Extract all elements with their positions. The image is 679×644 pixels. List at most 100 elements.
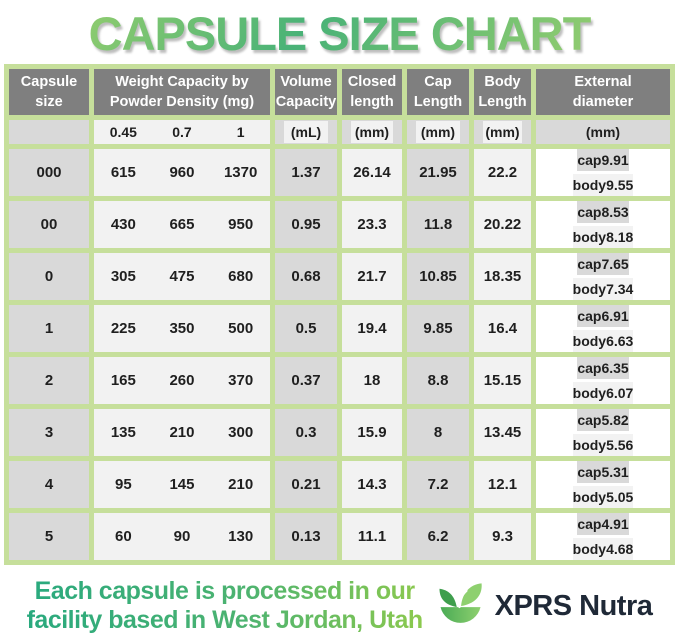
unit-cell-cap: (mm) bbox=[407, 120, 469, 144]
external-body-row: body 6.63 bbox=[572, 330, 634, 352]
external-body-value: 6.07 bbox=[606, 385, 634, 401]
cell-cap-length: 21.95 bbox=[407, 149, 469, 196]
header-cap-length: Cap Length bbox=[407, 69, 469, 115]
cell-capsule-size: 000 bbox=[9, 149, 89, 196]
brand-name: XPRS Nutra bbox=[494, 589, 653, 622]
capsule-size-table: Capsule size Weight Capacity by Powder D… bbox=[4, 64, 675, 565]
cell-closed-length: 21.7 bbox=[342, 253, 402, 300]
external-cap-value: 5.31 bbox=[601, 464, 629, 480]
external-body-value: 4.68 bbox=[606, 541, 634, 557]
external-cap-label: cap bbox=[577, 516, 602, 532]
external-cap-label: cap bbox=[577, 308, 602, 324]
weight-045: 60 bbox=[114, 528, 132, 545]
weight-1: 300 bbox=[228, 424, 254, 441]
unit-cell-closed: (mm) bbox=[342, 120, 402, 144]
cell-weight-capacities: 95 145 210 bbox=[94, 461, 270, 508]
external-cap-value: 6.35 bbox=[601, 360, 629, 376]
cell-body-length: 9.3 bbox=[474, 513, 531, 560]
footer-caption: Each capsule is processed in our facilit… bbox=[26, 576, 424, 635]
cell-weight-capacities: 615 960 1370 bbox=[94, 149, 270, 196]
cell-cap-length: 8 bbox=[407, 409, 469, 456]
cell-external-diameter: cap 6.91 body 6.63 bbox=[536, 305, 670, 352]
weight-07: 90 bbox=[173, 528, 191, 545]
external-body-value: 7.34 bbox=[606, 281, 634, 297]
header-body-length: Body Length bbox=[474, 69, 531, 115]
weight-1: 370 bbox=[228, 372, 254, 389]
header-capsule-size: Capsule size bbox=[9, 69, 89, 115]
table-row-size-000: 000 615 960 1370 1.37 26.14 21.95 22.2 cap 9.91 bo… bbox=[9, 149, 670, 196]
cell-closed-length: 23.3 bbox=[342, 201, 402, 248]
sprout-in-bowl-icon bbox=[439, 583, 482, 623]
weight-07: 260 bbox=[169, 372, 195, 389]
external-body-value: 6.63 bbox=[606, 333, 634, 349]
cell-weight-capacities: 430 665 950 bbox=[94, 201, 270, 248]
header-weight-capacity: Weight Capacity by Powder Density (mg) bbox=[94, 69, 270, 115]
weight-07: 665 bbox=[169, 216, 195, 233]
external-cap-value: 5.82 bbox=[601, 412, 629, 428]
cell-capsule-size: 1 bbox=[9, 305, 89, 352]
cell-cap-length: 6.2 bbox=[407, 513, 469, 560]
weight-045: 225 bbox=[110, 320, 136, 337]
external-cap-value: 9.91 bbox=[601, 152, 629, 168]
external-cap-row: cap 5.82 bbox=[577, 409, 629, 431]
cell-volume-capacity: 0.5 bbox=[275, 305, 337, 352]
cell-volume-capacity: 0.3 bbox=[275, 409, 337, 456]
cell-weight-capacities: 165 260 370 bbox=[94, 357, 270, 404]
external-cap-row: cap 4.91 bbox=[577, 513, 629, 535]
cell-body-length: 15.15 bbox=[474, 357, 531, 404]
weight-07: 960 bbox=[169, 164, 195, 181]
external-body-label: body bbox=[572, 437, 607, 453]
external-cap-label: cap bbox=[577, 360, 602, 376]
cell-capsule-size: 4 bbox=[9, 461, 89, 508]
cell-volume-capacity: 0.13 bbox=[275, 513, 337, 560]
external-body-label: body bbox=[572, 541, 607, 557]
cell-closed-length: 11.1 bbox=[342, 513, 402, 560]
density-1: 1 bbox=[236, 124, 245, 140]
cell-body-length: 16.4 bbox=[474, 305, 531, 352]
cell-capsule-size: 3 bbox=[9, 409, 89, 456]
weight-1: 680 bbox=[228, 268, 254, 285]
weight-1: 130 bbox=[228, 528, 254, 545]
external-body-label: body bbox=[572, 229, 607, 245]
external-body-value: 5.56 bbox=[606, 437, 634, 453]
cell-volume-capacity: 0.95 bbox=[275, 201, 337, 248]
cell-cap-length: 10.85 bbox=[407, 253, 469, 300]
weight-1: 210 bbox=[228, 476, 254, 493]
page-title: CAPSULE SIZE CHART bbox=[0, 4, 679, 62]
external-cap-label: cap bbox=[577, 464, 602, 480]
cell-cap-length: 9.85 bbox=[407, 305, 469, 352]
weight-07: 475 bbox=[169, 268, 195, 285]
external-body-value: 8.18 bbox=[606, 229, 634, 245]
external-body-label: body bbox=[572, 177, 607, 193]
table-row-size-1: 1 225 350 500 0.5 19.4 9.85 16.4 cap 6.91 body 6.63 bbox=[9, 305, 670, 352]
cell-cap-length: 7.2 bbox=[407, 461, 469, 508]
cell-cap-length: 8.8 bbox=[407, 357, 469, 404]
weight-045: 165 bbox=[110, 372, 136, 389]
weight-045: 135 bbox=[110, 424, 136, 441]
table-row-size-3: 3 135 210 300 0.3 15.9 8 13.45 cap 5.82 body 5.56 bbox=[9, 409, 670, 456]
external-cap-row: cap 5.31 bbox=[577, 461, 629, 483]
table-header-row: Capsule size Weight Capacity by Powder D… bbox=[9, 69, 670, 115]
cell-closed-length: 15.9 bbox=[342, 409, 402, 456]
weight-07: 210 bbox=[169, 424, 195, 441]
external-cap-label: cap bbox=[577, 256, 602, 272]
cell-volume-capacity: 0.37 bbox=[275, 357, 337, 404]
cell-capsule-size: 2 bbox=[9, 357, 89, 404]
cell-capsule-size: 0 bbox=[9, 253, 89, 300]
table-row-size-5: 5 60 90 130 0.13 11.1 6.2 9.3 cap 4.91 body 4.68 bbox=[9, 513, 670, 560]
unit-cell-densities: 0.45 0.7 1 bbox=[94, 120, 270, 144]
cell-closed-length: 26.14 bbox=[342, 149, 402, 196]
table-units-row: 0.45 0.7 1 (mL) (mm) (mm) (mm) (mm) bbox=[9, 120, 670, 144]
external-cap-value: 7.65 bbox=[601, 256, 629, 272]
header-closed-length: Closed length bbox=[342, 69, 402, 115]
weight-07: 350 bbox=[169, 320, 195, 337]
external-body-row: body 7.34 bbox=[572, 278, 634, 300]
weight-1: 1370 bbox=[223, 164, 258, 181]
cell-body-length: 20.22 bbox=[474, 201, 531, 248]
external-body-row: body 6.07 bbox=[572, 382, 634, 404]
external-body-label: body bbox=[572, 489, 607, 505]
cell-body-length: 12.1 bbox=[474, 461, 531, 508]
cell-closed-length: 14.3 bbox=[342, 461, 402, 508]
external-cap-row: cap 8.53 bbox=[577, 201, 629, 223]
external-body-row: body 5.56 bbox=[572, 434, 634, 456]
